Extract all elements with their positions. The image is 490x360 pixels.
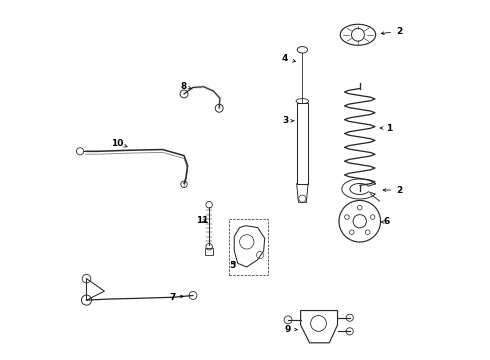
- Circle shape: [358, 206, 362, 210]
- Circle shape: [189, 292, 197, 300]
- Text: 2: 2: [381, 27, 402, 36]
- Circle shape: [82, 274, 91, 283]
- Circle shape: [346, 328, 353, 335]
- Circle shape: [346, 314, 353, 321]
- Text: 8: 8: [180, 82, 192, 91]
- Text: 3: 3: [282, 116, 294, 125]
- Bar: [296, 103, 308, 184]
- Circle shape: [180, 90, 188, 98]
- Text: 11: 11: [196, 216, 209, 225]
- Bar: [229, 220, 269, 275]
- Circle shape: [81, 295, 92, 305]
- Text: 6: 6: [381, 217, 390, 226]
- Circle shape: [215, 104, 223, 112]
- Text: 5: 5: [229, 261, 236, 270]
- Text: 10: 10: [112, 139, 127, 148]
- Text: 9: 9: [284, 325, 297, 334]
- Circle shape: [284, 316, 292, 324]
- Text: 2: 2: [383, 185, 402, 194]
- Text: 7: 7: [170, 293, 183, 302]
- Text: 4: 4: [282, 54, 295, 63]
- Circle shape: [344, 215, 349, 219]
- Text: 1: 1: [380, 123, 392, 132]
- Bar: [205, 248, 214, 255]
- Circle shape: [366, 230, 370, 234]
- Circle shape: [370, 215, 375, 219]
- Circle shape: [349, 230, 354, 234]
